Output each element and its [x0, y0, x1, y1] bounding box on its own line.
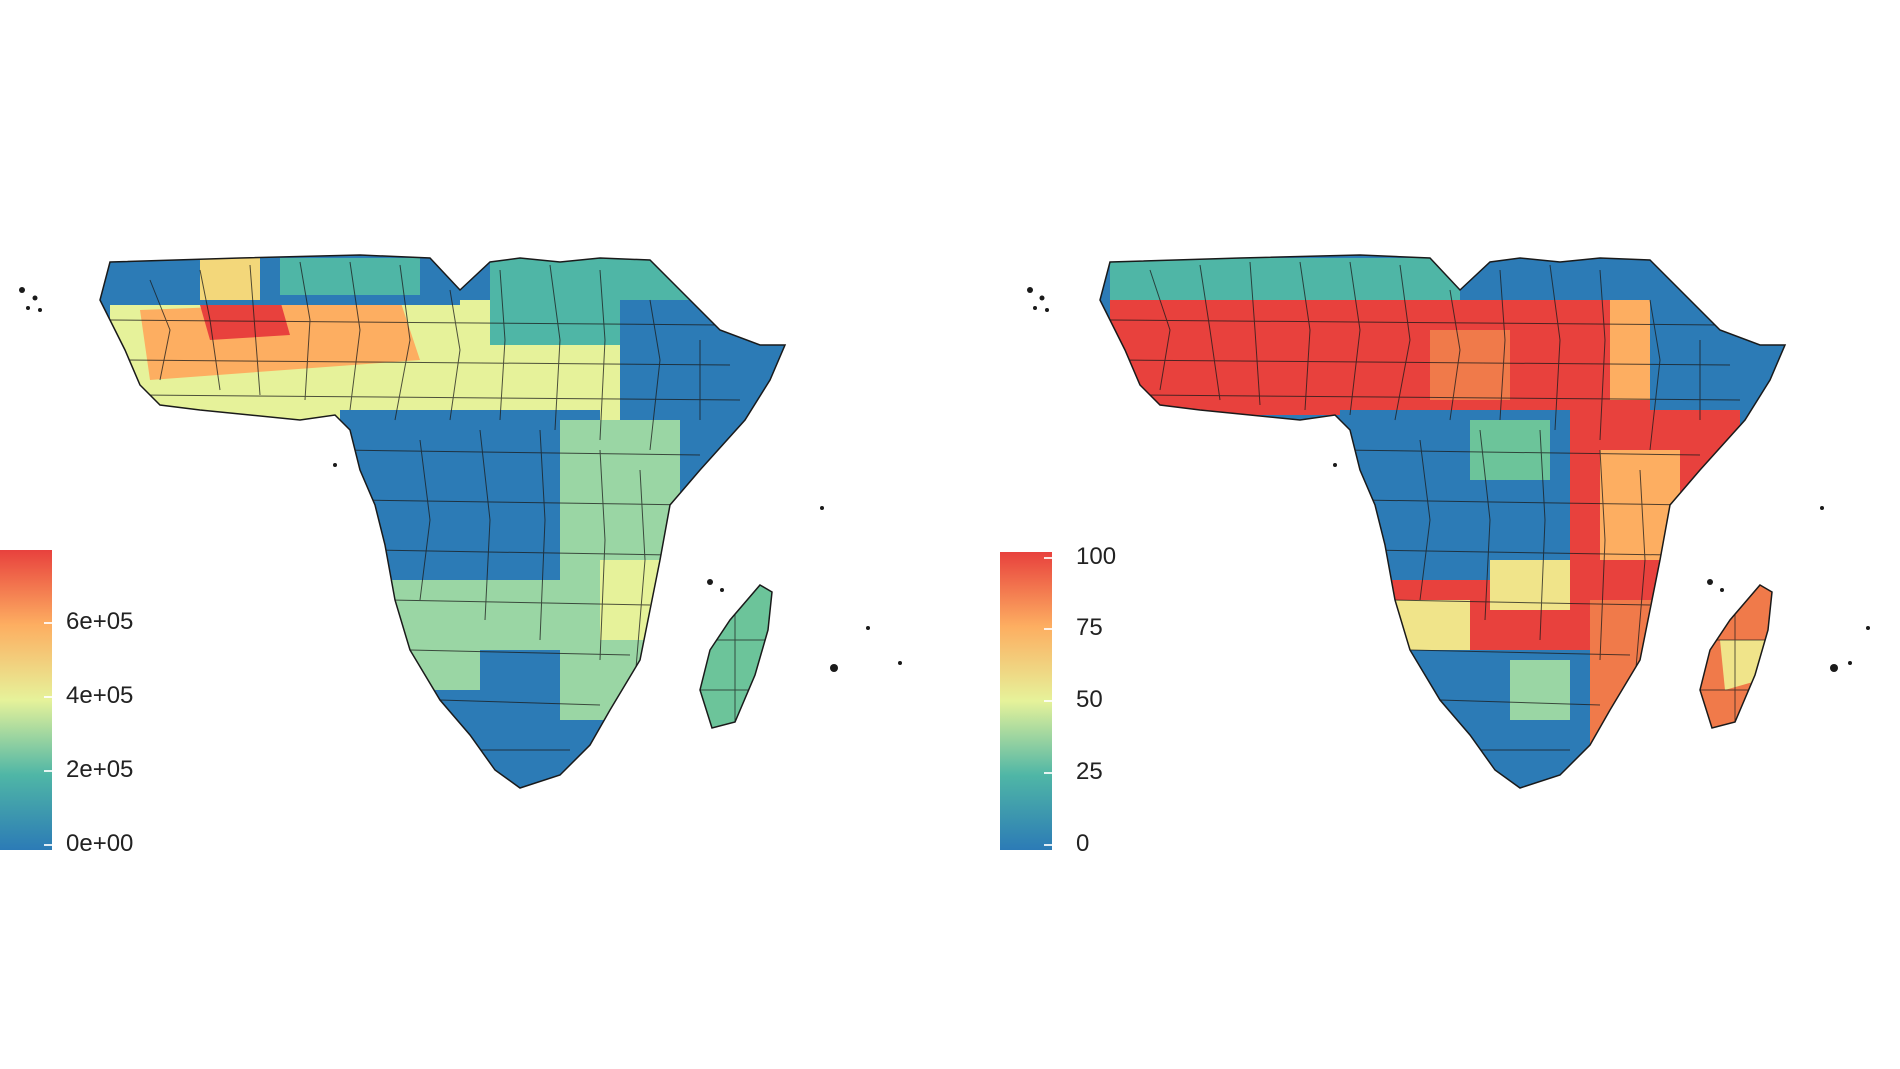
legend-colorbar-left: [0, 550, 52, 850]
africa-choropleth-map-left: [19, 254, 902, 789]
legend-tick-mark: [44, 696, 52, 698]
legend-tick-mark: [1044, 628, 1052, 630]
legend-tick-label: 4e+05: [66, 682, 134, 709]
madagascar-outline-left: [699, 584, 773, 729]
legend-tick-label: 2e+05: [66, 756, 134, 783]
legend-tick-label: 0e+00: [66, 830, 134, 857]
madagascar-left: [700, 585, 772, 728]
africa-regions-left: [100, 255, 785, 788]
legend-tick-mark: [1044, 844, 1052, 846]
madagascar-right: [1700, 585, 1772, 728]
legend-tick-mark: [1044, 700, 1052, 702]
legend-tick-mark: [1044, 772, 1052, 774]
africa-outline-right: [1099, 254, 1787, 789]
legend-tick-mark: [44, 622, 52, 624]
legend-tick-label: 6e+05: [66, 608, 134, 635]
africa-choropleth-map-right: [1027, 254, 1870, 789]
madagascar-outline-right: [1699, 584, 1773, 729]
africa-regions-right: [1100, 255, 1785, 788]
legend-tick-mark: [44, 844, 52, 846]
right-map-panel: 100 75 50 25 0: [950, 0, 1900, 1069]
left-map-panel: 6e+05 4e+05 2e+05 0e+00: [0, 254, 902, 857]
legend-tick-label: 75: [1076, 614, 1103, 641]
legend-tick-label: 50: [1076, 686, 1103, 713]
legend-tick-label: 0: [1076, 830, 1090, 857]
africa-outline-left: [99, 254, 787, 789]
islands-right: [1027, 287, 1870, 672]
legend-tick-mark: [44, 770, 52, 772]
legend-tick-label: 25: [1076, 758, 1103, 785]
legend-colorbar-right: [1000, 552, 1052, 850]
islands-left: [19, 287, 902, 672]
legend-tick-mark: [1044, 557, 1052, 559]
legend-tick-label: 100: [1076, 543, 1117, 570]
